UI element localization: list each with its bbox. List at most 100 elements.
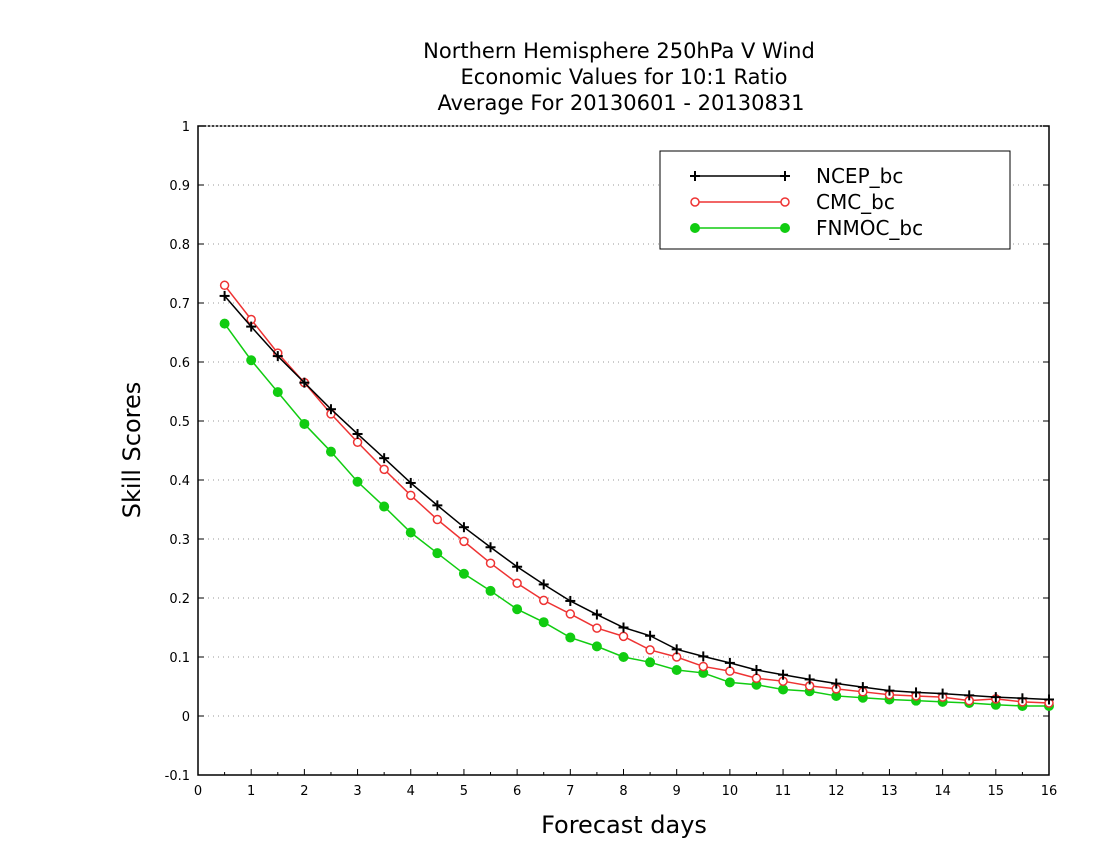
- x-tick-label: 4: [407, 784, 415, 799]
- x-tick-label: 13: [881, 784, 898, 799]
- point-CMC_bc: [406, 490, 416, 501]
- point-NCEP_bc: [645, 630, 656, 641]
- point-FNMOC_bc: [778, 684, 789, 695]
- chart-title-line-3: Average For 20130601 - 20130831: [437, 91, 804, 115]
- point-NCEP_bc: [325, 404, 336, 415]
- x-tick-label: 8: [619, 784, 627, 799]
- point-NCEP_bc: [352, 428, 363, 439]
- data-series: [219, 280, 1054, 711]
- point-NCEP_bc: [884, 685, 895, 696]
- y-tick-label: 0.7: [169, 297, 190, 312]
- point-NCEP_bc: [778, 669, 789, 680]
- point-NCEP_bc: [751, 664, 762, 675]
- point-NCEP_bc: [911, 687, 922, 698]
- point-FNMOC_bc: [724, 677, 735, 688]
- point-FNMOC_bc: [485, 585, 496, 596]
- point-CMC_bc: [645, 645, 655, 655]
- legend-marker-right: [780, 171, 790, 181]
- x-tick-label: 3: [353, 784, 361, 799]
- point-NCEP_bc: [591, 609, 602, 620]
- point-CMC_bc: [618, 631, 629, 642]
- point-NCEP_bc: [512, 561, 523, 572]
- y-tick-label: 0.6: [169, 356, 190, 371]
- x-tick-label: 11: [775, 784, 792, 799]
- x-tick-label: 12: [828, 784, 845, 799]
- x-tick-label: 0: [194, 784, 202, 799]
- point-NCEP_bc: [405, 477, 416, 488]
- x-tick-label: 10: [722, 784, 739, 799]
- point-FNMOC_bc: [352, 476, 363, 487]
- point-NCEP_bc: [671, 644, 682, 655]
- tick-labels: -0.100.10.20.30.40.50.60.70.80.910 1 2 3 4 5 6…: [165, 120, 1058, 799]
- point-NCEP_bc: [565, 595, 576, 606]
- legend-marker-left: [690, 197, 700, 207]
- legend-label: FNMOC_bc: [816, 216, 923, 240]
- point-CMC_bc: [219, 280, 230, 291]
- point-CMC_bc: [698, 661, 709, 672]
- point-CMC_bc: [751, 673, 762, 683]
- point-NCEP_bc: [937, 688, 948, 699]
- x-tick-label: 7: [566, 784, 574, 799]
- chart-title-line-2: Economic Values for 10:1 Ratio: [461, 65, 788, 89]
- point-CMC_bc: [538, 595, 549, 606]
- point-NCEP_bc: [379, 453, 390, 464]
- point-NCEP_bc: [698, 651, 709, 662]
- point-FNMOC_bc: [272, 387, 283, 398]
- y-tick-label: 0.9: [169, 179, 190, 194]
- point-NCEP_bc: [990, 692, 1001, 703]
- legend-box: [659, 150, 1011, 250]
- point-FNMOC_bc: [538, 617, 549, 628]
- point-FNMOC_bc: [325, 446, 336, 457]
- point-CMC_bc: [592, 623, 602, 633]
- point-NCEP_bc: [618, 622, 629, 633]
- series-CMC_bc: [219, 280, 1054, 708]
- point-NCEP_bc: [485, 542, 496, 553]
- y-axis-label: Skill Scores: [118, 382, 146, 519]
- x-axis-label: Forecast days: [541, 811, 707, 839]
- point-NCEP_bc: [724, 657, 735, 668]
- point-NCEP_bc: [804, 674, 815, 685]
- axes: [197, 125, 1050, 776]
- y-tick-label: 0.3: [169, 533, 190, 548]
- point-FNMOC_bc: [458, 568, 469, 579]
- point-CMC_bc: [565, 609, 576, 619]
- y-tick-label: 1: [182, 120, 190, 135]
- point-CMC_bc: [459, 536, 469, 547]
- point-NCEP_bc: [831, 678, 842, 689]
- point-CMC_bc: [379, 464, 389, 475]
- legend-marker-left: [690, 171, 700, 181]
- point-NCEP_bc: [246, 321, 257, 332]
- point-FNMOC_bc: [219, 318, 230, 329]
- chart-title: Northern Hemisphere 250hPa V Wind Econom…: [423, 39, 815, 115]
- legend-label: CMC_bc: [816, 190, 895, 214]
- y-tick-label: 0.1: [169, 651, 190, 666]
- point-FNMOC_bc: [512, 604, 523, 615]
- point-NCEP_bc: [432, 500, 443, 511]
- legend-marker-left: [690, 223, 700, 233]
- point-NCEP_bc: [299, 377, 310, 388]
- legend-marker-right: [780, 197, 790, 207]
- point-CMC_bc: [432, 514, 443, 525]
- point-CMC_bc: [725, 666, 735, 676]
- point-NCEP_bc: [219, 290, 230, 301]
- y-tick-label: 0.8: [169, 238, 190, 253]
- x-tick-label: 14: [934, 784, 951, 799]
- point-NCEP_bc: [857, 682, 868, 693]
- y-tick-label: 0.5: [169, 415, 190, 430]
- point-NCEP_bc: [272, 351, 283, 362]
- x-tick-label: 5: [460, 784, 468, 799]
- point-CMC_bc: [485, 558, 496, 568]
- point-FNMOC_bc: [246, 355, 257, 366]
- y-tick-label: -0.1: [165, 769, 190, 784]
- x-tick-label: 15: [988, 784, 1005, 799]
- point-NCEP_bc: [1044, 694, 1054, 705]
- point-FNMOC_bc: [671, 664, 682, 675]
- x-tick-label: 16: [1041, 784, 1058, 799]
- y-tick-label: 0.4: [169, 474, 190, 489]
- x-tick-label: 1: [247, 784, 255, 799]
- point-FNMOC_bc: [565, 632, 576, 643]
- legend-marker-right: [780, 223, 790, 233]
- x-tick-label: 9: [673, 784, 681, 799]
